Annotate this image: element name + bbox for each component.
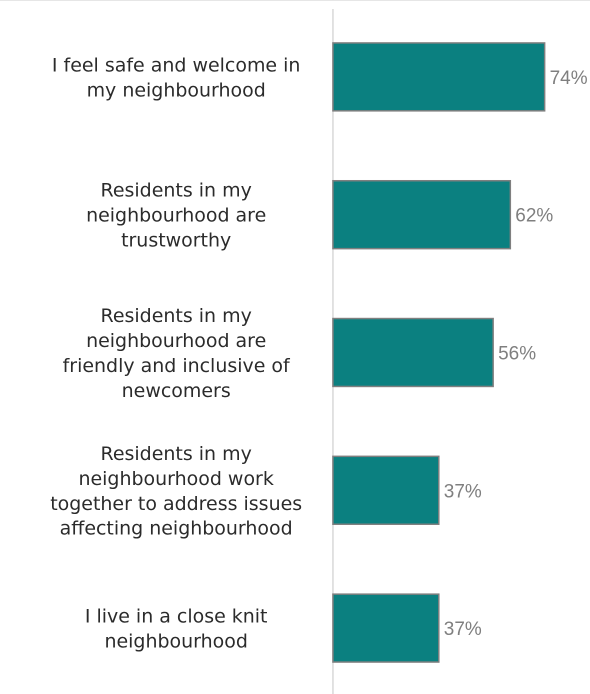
category-label-line: my neighbourhood xyxy=(87,79,266,101)
category-label: I feel safe and welcome in my neighbourho… xyxy=(52,54,301,101)
category-label-line: I live in a close knit xyxy=(85,606,268,628)
data-label: 37% xyxy=(444,619,482,640)
category-label: I live in a close knit neighbourhood xyxy=(85,606,268,653)
data-label: 56% xyxy=(498,343,536,364)
category-label-line: newcomers xyxy=(122,380,231,402)
category-label-line: neighbourhood are xyxy=(86,330,266,352)
data-label: 74% xyxy=(550,68,588,89)
category-label-line: Residents in my xyxy=(101,180,252,202)
category-label-line: neighbourhood xyxy=(104,631,247,653)
category-label: Residents in my neighbourhood are friendly… xyxy=(63,305,291,402)
bar xyxy=(332,593,440,663)
category-label-line: affecting neighbourhood xyxy=(60,518,293,540)
bar xyxy=(332,42,546,112)
category-label-line: trustworthy xyxy=(121,230,231,252)
bar xyxy=(332,179,512,250)
category-label: Residents in my neighbourhood work togethe… xyxy=(50,443,302,540)
data-label: 37% xyxy=(444,481,482,502)
data-label: 62% xyxy=(515,206,553,227)
category-label-line: I feel safe and welcome in xyxy=(52,54,301,76)
category-label-line: Residents in my xyxy=(101,305,252,327)
bar xyxy=(332,317,494,388)
category-label-line: neighbourhood are xyxy=(86,205,266,227)
category-label-line: neighbourhood work xyxy=(78,468,273,490)
category-label: Residents in my neighbourhood are trustwor… xyxy=(86,180,266,252)
category-label-line: together to address issues xyxy=(50,493,302,515)
category-label-line: friendly and inclusive of xyxy=(63,355,291,377)
category-label-line: Residents in my xyxy=(101,443,252,465)
bar xyxy=(332,455,440,525)
